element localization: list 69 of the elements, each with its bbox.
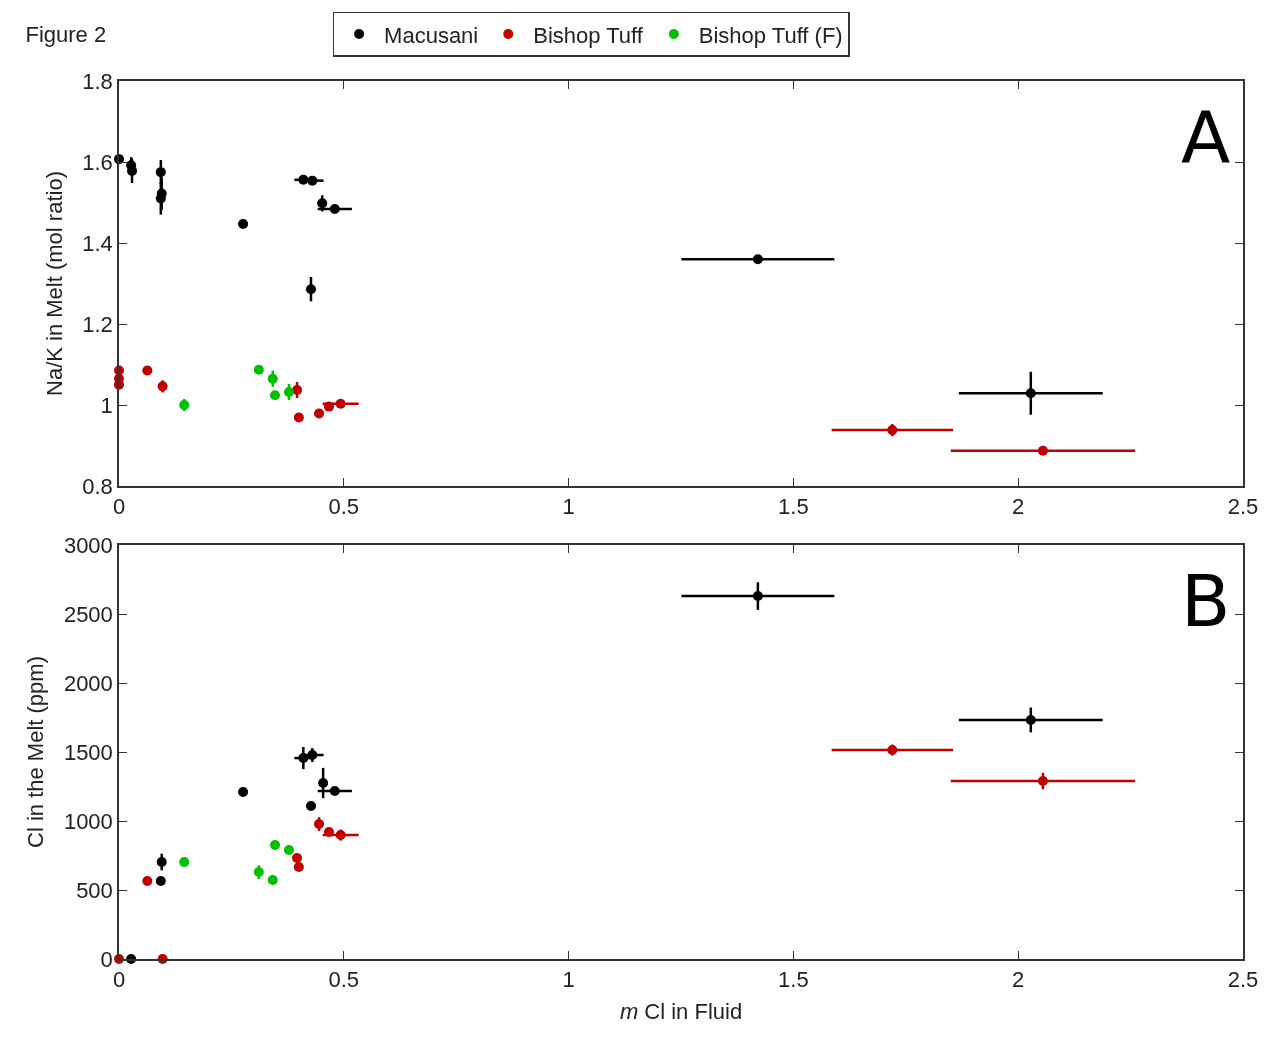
x-tick-label: 2.5 [1227,494,1259,520]
x-tick-label: 0.5 [328,494,360,520]
y-tick-label: 2500 [63,601,113,627]
point [155,167,166,178]
point [752,591,763,602]
point [305,284,316,295]
point [1037,445,1048,456]
point [156,856,167,867]
y-tick-label: 0.8 [82,473,113,499]
point [267,875,278,886]
point [270,390,281,401]
x-tick-label: 2 [1012,967,1025,993]
x-tick-label: 2 [1012,494,1025,520]
point [318,778,329,789]
x-axis-title: m Cl in Fluid [619,998,743,1024]
y-axis-title: Na/K in Melt (mol ratio) [41,171,67,396]
chart-title: Figure 2 [25,21,107,47]
point [253,364,264,375]
annotation: A [1181,95,1231,179]
point [329,786,340,797]
point [752,254,763,265]
point [283,387,294,398]
point [157,381,168,392]
point [179,400,190,410]
x-tick-label: 1 [562,967,575,993]
y-tick-label: 1 [100,392,113,418]
y-tick-label: 500 [76,877,113,903]
x-tick-label: 1.5 [778,494,809,520]
y-tick-label: 1.6 [82,149,113,175]
point [1025,388,1036,399]
point [317,198,328,209]
y-tick-label: 1000 [63,808,113,834]
point [329,203,340,214]
point [293,861,304,872]
y-tick-label: 1500 [63,739,113,765]
point [1025,714,1036,725]
point [298,753,309,764]
point [270,840,281,851]
point [1037,775,1048,786]
point [155,876,166,887]
y-tick-label: 2000 [63,670,113,696]
x-tick-label: 1 [562,494,575,520]
legend-label: Bishop Tuff [533,22,644,48]
point [238,787,249,798]
y-tick-label: 1.2 [82,311,113,337]
point [292,385,303,396]
point [179,856,190,867]
point [887,425,898,436]
point [253,867,264,878]
point [267,373,278,384]
point [292,852,303,863]
y-tick-label: 1.4 [82,230,113,256]
point [142,876,153,887]
y-tick-label: 3000 [63,532,113,558]
x-tick-label: 1.5 [778,967,809,993]
point [307,175,318,186]
point [142,365,153,376]
point [335,398,346,409]
x-tick-label: 0.5 [328,967,360,993]
y-tick-label: 1.8 [82,68,113,94]
y-axis-title: Cl in the Melt (ppm) [23,656,49,848]
point [307,750,318,761]
legend-label: Bishop Tuff (F) [698,22,843,48]
legend-label: Macusani [384,22,479,48]
point [293,412,304,423]
x-tick-label: 2.5 [1227,967,1259,993]
annotation: B [1181,559,1231,643]
point [314,819,325,830]
y-tick-label: 0 [100,946,113,972]
